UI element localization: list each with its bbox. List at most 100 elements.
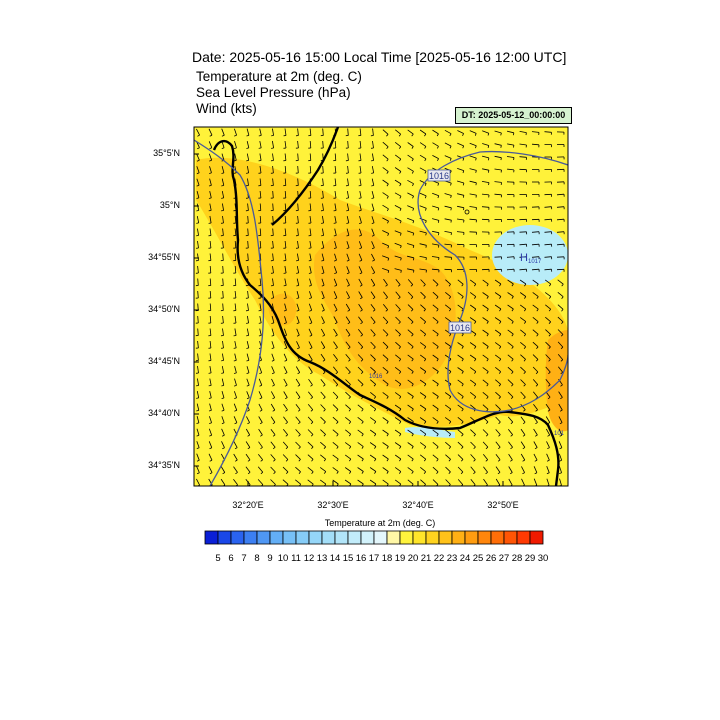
wind-barb [546, 441, 550, 448]
wind-barb-feather [559, 422, 563, 425]
wind-barb-feather [359, 272, 363, 275]
wind-barb [209, 178, 212, 186]
wind-barb [457, 404, 464, 410]
wind-barb [297, 253, 299, 261]
wind-barb [297, 153, 299, 161]
wind-barb [469, 142, 477, 147]
wind-barb [270, 416, 276, 423]
wind-barb [507, 416, 514, 423]
wind-barb [319, 467, 327, 472]
wind-barb-feather [560, 359, 564, 362]
colorbar-swatch [451, 530, 466, 545]
wind-barb [369, 454, 377, 460]
wind-barb [197, 353, 199, 361]
colorbar-label: 18 [381, 553, 393, 564]
wind-barb [344, 467, 352, 472]
wind-barb-feather [322, 371, 326, 375]
wind-barb [209, 278, 212, 286]
wind-barb [246, 128, 250, 136]
wind-barb [346, 291, 350, 298]
wind-barb-feather [485, 446, 489, 450]
wind-barb-feather [196, 197, 199, 199]
wind-barb-feather [321, 272, 325, 274]
wind-barb [557, 304, 564, 310]
wind-barb-feather [559, 472, 562, 474]
wind-barb-feather [322, 359, 326, 362]
wind-barb [257, 479, 264, 485]
wind-barb [519, 268, 527, 271]
wind-barb-feather [260, 434, 263, 437]
wind-barb-feather [399, 446, 402, 449]
wind-barb [531, 143, 540, 146]
wind-barb [320, 341, 326, 348]
wind-barb-feather [385, 334, 389, 337]
wind-barb [258, 366, 263, 373]
wind-barb [357, 354, 364, 360]
wind-barb-feather [359, 234, 362, 237]
wind-barb-feather [348, 409, 351, 412]
wind-barb-feather [386, 458, 389, 462]
wind-barb [221, 128, 225, 136]
wind-barb-feather [348, 396, 351, 399]
wind-barb-feather [361, 408, 364, 412]
wind-barb [531, 231, 540, 233]
wind-barb-feather [425, 208, 427, 211]
wind-barb [521, 466, 525, 473]
wind-barb-feather [449, 333, 452, 337]
colorbar-swatch [399, 530, 414, 545]
wind-barb [370, 391, 376, 398]
wind-barb-feather [548, 384, 551, 387]
colorbar-swatch [204, 530, 219, 545]
wind-barb-feather [322, 334, 325, 337]
wind-barb [221, 428, 225, 436]
wind-barb-feather [322, 347, 326, 350]
wind-barb-feather [284, 384, 288, 387]
wind-barb-feather [387, 220, 389, 224]
wind-barb-feather [335, 359, 338, 362]
wind-barb [545, 329, 551, 335]
wind-barb [334, 153, 337, 161]
wind-barb-feather [486, 371, 489, 374]
wind-barb [469, 304, 477, 310]
wind-barb-feather [348, 458, 352, 462]
wind-barb [445, 279, 451, 285]
wind-barb-feather [462, 182, 465, 186]
wind-barb [284, 316, 287, 323]
wind-barb [233, 478, 238, 486]
wind-barb-feather [386, 158, 389, 162]
wind-barb-feather [360, 334, 363, 337]
wind-barb-feather [259, 397, 263, 400]
wind-barb [520, 379, 526, 385]
wind-barb [544, 292, 552, 297]
wind-barb [234, 365, 237, 374]
wind-barb-feather [196, 472, 200, 475]
wind-barb [284, 203, 287, 211]
wind-barb [272, 128, 274, 136]
wind-barb [246, 378, 250, 386]
wind-barb [544, 243, 552, 246]
colorbar-swatch [321, 530, 336, 545]
wind-barb-feather [298, 421, 301, 425]
wind-barb [444, 304, 452, 310]
wind-barb-feather [399, 171, 402, 174]
colorbar-label: 26 [485, 553, 497, 564]
wind-barb-feather [461, 446, 464, 449]
wind-barb [382, 204, 389, 210]
colorbar-label: 29 [524, 553, 536, 564]
wind-barb [357, 329, 364, 335]
wind-barb [247, 166, 249, 173]
wind-barb [382, 316, 389, 323]
wind-barb-feather [271, 135, 274, 137]
wind-barb-feather [386, 196, 389, 199]
wind-barb [247, 203, 249, 211]
wind-barb [259, 303, 262, 311]
wind-barb [309, 215, 312, 224]
wind-barb-feather [473, 396, 477, 399]
wind-barb [295, 416, 301, 423]
wind-barb-feather [560, 334, 564, 337]
wind-barb [284, 265, 287, 274]
wind-barb-feather [486, 308, 489, 312]
wind-barb-feather [310, 372, 313, 375]
wind-barb [494, 329, 502, 335]
wind-barb [322, 228, 324, 236]
